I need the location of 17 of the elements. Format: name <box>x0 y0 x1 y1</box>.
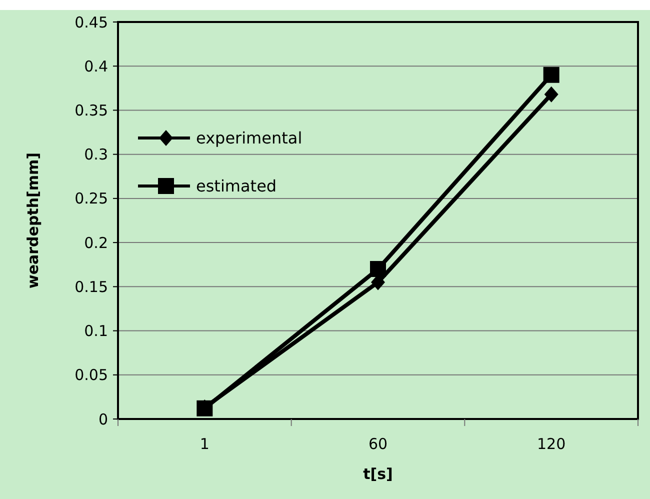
x-axis-title: t[s] <box>363 465 393 483</box>
y-tick-label: 0.1 <box>84 322 108 340</box>
y-tick-label: 0.25 <box>74 190 108 208</box>
x-tick-label: 60 <box>368 435 388 453</box>
y-tick-label: 0.4 <box>84 57 108 76</box>
x-tick-label: 1 <box>200 435 210 453</box>
y-tick-label: 0.35 <box>74 101 108 120</box>
y-tick-label: 0.3 <box>84 146 108 164</box>
y-tick-label: 0.2 <box>84 234 108 252</box>
x-tick-label: 120 <box>537 435 566 453</box>
y-axis-title: weardepth[mm] <box>24 152 42 289</box>
y-tick-label: 0.45 <box>74 13 108 32</box>
legend-label: experimental <box>196 128 302 148</box>
y-tick-label: 0 <box>98 410 108 428</box>
y-tick-label: 0.15 <box>74 278 108 296</box>
legend-label: estimated <box>196 176 277 196</box>
y-tick-label: 0.05 <box>74 366 108 384</box>
